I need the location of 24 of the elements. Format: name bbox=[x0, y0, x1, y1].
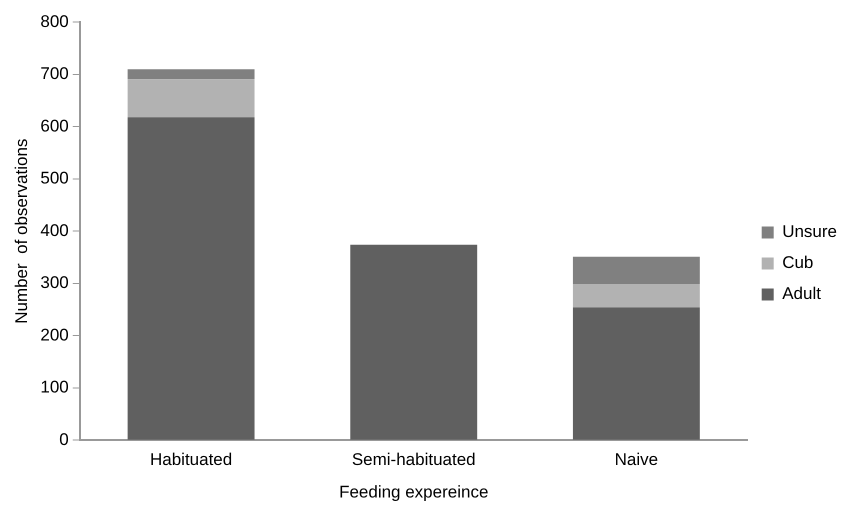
y-tick-label: 800 bbox=[40, 12, 69, 31]
y-tick-label: 100 bbox=[40, 378, 69, 397]
x-tick-label: Habituated bbox=[150, 450, 232, 470]
bar bbox=[350, 244, 478, 440]
x-tick-label: Naive bbox=[614, 450, 658, 470]
y-tick-label: 600 bbox=[40, 116, 69, 136]
bar bbox=[572, 307, 700, 440]
y-axis-title: Number of observations bbox=[12, 138, 31, 324]
y-tick-label: 300 bbox=[40, 273, 69, 292]
y-tick-label: 400 bbox=[40, 220, 69, 240]
bar bbox=[128, 117, 255, 440]
bar bbox=[128, 69, 255, 80]
legend-label: Unsure bbox=[782, 222, 838, 242]
y-tick-label: 200 bbox=[40, 325, 69, 344]
y-tick-label: 0 bbox=[59, 430, 69, 449]
legend-label: Adult bbox=[782, 284, 822, 304]
bar bbox=[128, 79, 255, 118]
y-tick-label: 700 bbox=[40, 64, 69, 84]
bar bbox=[572, 284, 700, 308]
x-axis-title: Feeding expereince bbox=[339, 482, 488, 502]
legend-label: Cub bbox=[782, 253, 814, 272]
x-tick-label: Semi-habituated bbox=[352, 450, 476, 470]
y-tick-label: 500 bbox=[40, 168, 69, 188]
bar bbox=[572, 256, 700, 284]
